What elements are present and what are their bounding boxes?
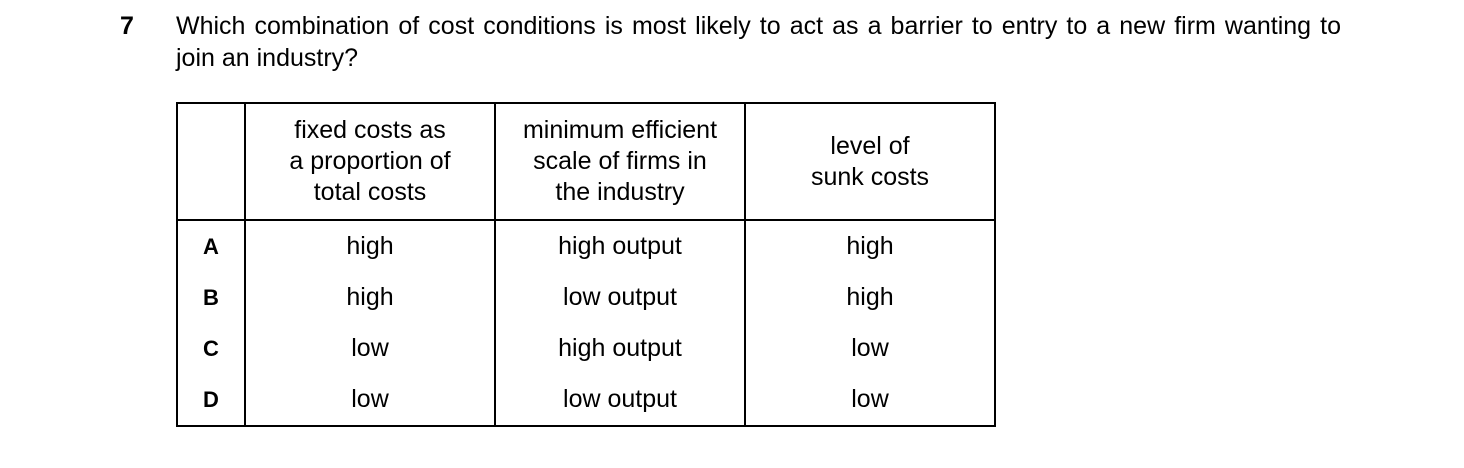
header-min-efficient-scale: minimum efficient scale of firms in the …	[494, 102, 746, 221]
header-line: scale of firms in	[533, 147, 707, 175]
fixed-costs-cell: high	[244, 272, 496, 323]
table-row: A high high output high	[176, 219, 996, 272]
header-sunk-costs: level of sunk costs	[744, 102, 996, 221]
question-number: 7	[120, 12, 134, 40]
table-row: C low high output low	[176, 323, 996, 374]
option-letter: A	[176, 219, 246, 272]
header-line: a proportion of	[289, 147, 451, 175]
mes-cell: low output	[494, 272, 746, 323]
header-row: fixed costs as a proportion of total cos…	[176, 102, 996, 221]
header-line: level of	[830, 131, 910, 160]
table-row: B high low output high	[176, 272, 996, 323]
option-letter: B	[176, 272, 246, 323]
sunk-costs-cell: high	[744, 219, 996, 272]
header-line: minimum efficient	[522, 116, 718, 144]
fixed-costs-cell: high	[244, 219, 496, 272]
header-line: total costs	[313, 178, 427, 206]
header-line: the industry	[555, 178, 685, 206]
question-text: Which combination of cost conditions is …	[176, 12, 1341, 72]
sunk-costs-cell: low	[744, 323, 996, 374]
sunk-costs-cell: low	[744, 374, 996, 427]
table-row: D low low output low	[176, 374, 996, 427]
header-line: sunk costs	[810, 162, 930, 191]
mes-cell: high output	[494, 219, 746, 272]
option-letter: D	[176, 374, 246, 427]
option-letter: C	[176, 323, 246, 374]
options-table: fixed costs as a proportion of total cos…	[176, 102, 996, 427]
mes-cell: low output	[494, 374, 746, 427]
fixed-costs-cell: low	[244, 323, 496, 374]
mes-cell: high output	[494, 323, 746, 374]
fixed-costs-cell: low	[244, 374, 496, 427]
sunk-costs-cell: high	[744, 272, 996, 323]
header-option	[176, 102, 246, 221]
header-line: fixed costs as	[294, 116, 446, 144]
header-fixed-costs: fixed costs as a proportion of total cos…	[244, 102, 496, 221]
